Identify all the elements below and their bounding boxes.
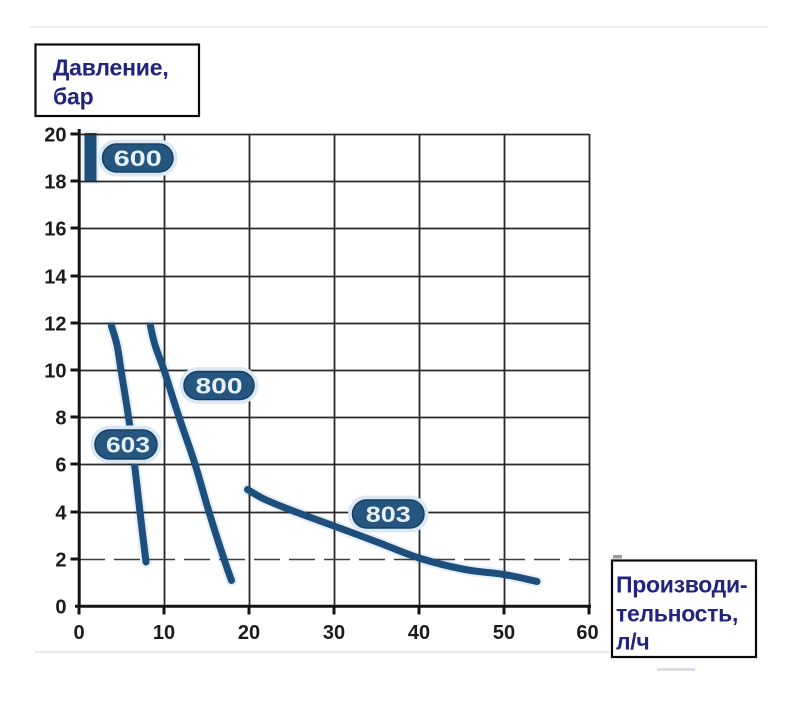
svg-text:4: 4 xyxy=(55,503,67,525)
svg-text:16: 16 xyxy=(44,219,66,241)
svg-text:30: 30 xyxy=(323,622,345,644)
svg-text:2: 2 xyxy=(55,550,66,572)
svg-text:800: 800 xyxy=(196,373,243,398)
svg-text:0: 0 xyxy=(55,597,66,619)
svg-text:14: 14 xyxy=(44,267,67,289)
svg-text:600: 600 xyxy=(114,146,162,171)
svg-text:10: 10 xyxy=(44,361,66,383)
svg-text:603: 603 xyxy=(106,432,150,457)
svg-text:л/ч: л/ч xyxy=(616,629,649,655)
svg-text:Производи-: Производи- xyxy=(616,572,747,598)
svg-text:8: 8 xyxy=(55,408,66,430)
svg-text:20: 20 xyxy=(238,622,260,644)
svg-text:50: 50 xyxy=(493,622,515,644)
svg-text:20: 20 xyxy=(44,125,66,147)
svg-text:18: 18 xyxy=(44,172,66,194)
svg-text:бар: бар xyxy=(53,84,94,110)
svg-text:60: 60 xyxy=(576,622,598,644)
svg-text:0: 0 xyxy=(73,622,84,644)
svg-text:803: 803 xyxy=(366,502,411,527)
svg-text:10: 10 xyxy=(153,622,175,644)
svg-text:40: 40 xyxy=(408,622,430,644)
svg-text:тельность,: тельность, xyxy=(616,601,738,627)
svg-text:6: 6 xyxy=(55,455,66,477)
svg-text:12: 12 xyxy=(44,314,66,336)
svg-text:Давление,: Давление, xyxy=(53,55,169,81)
